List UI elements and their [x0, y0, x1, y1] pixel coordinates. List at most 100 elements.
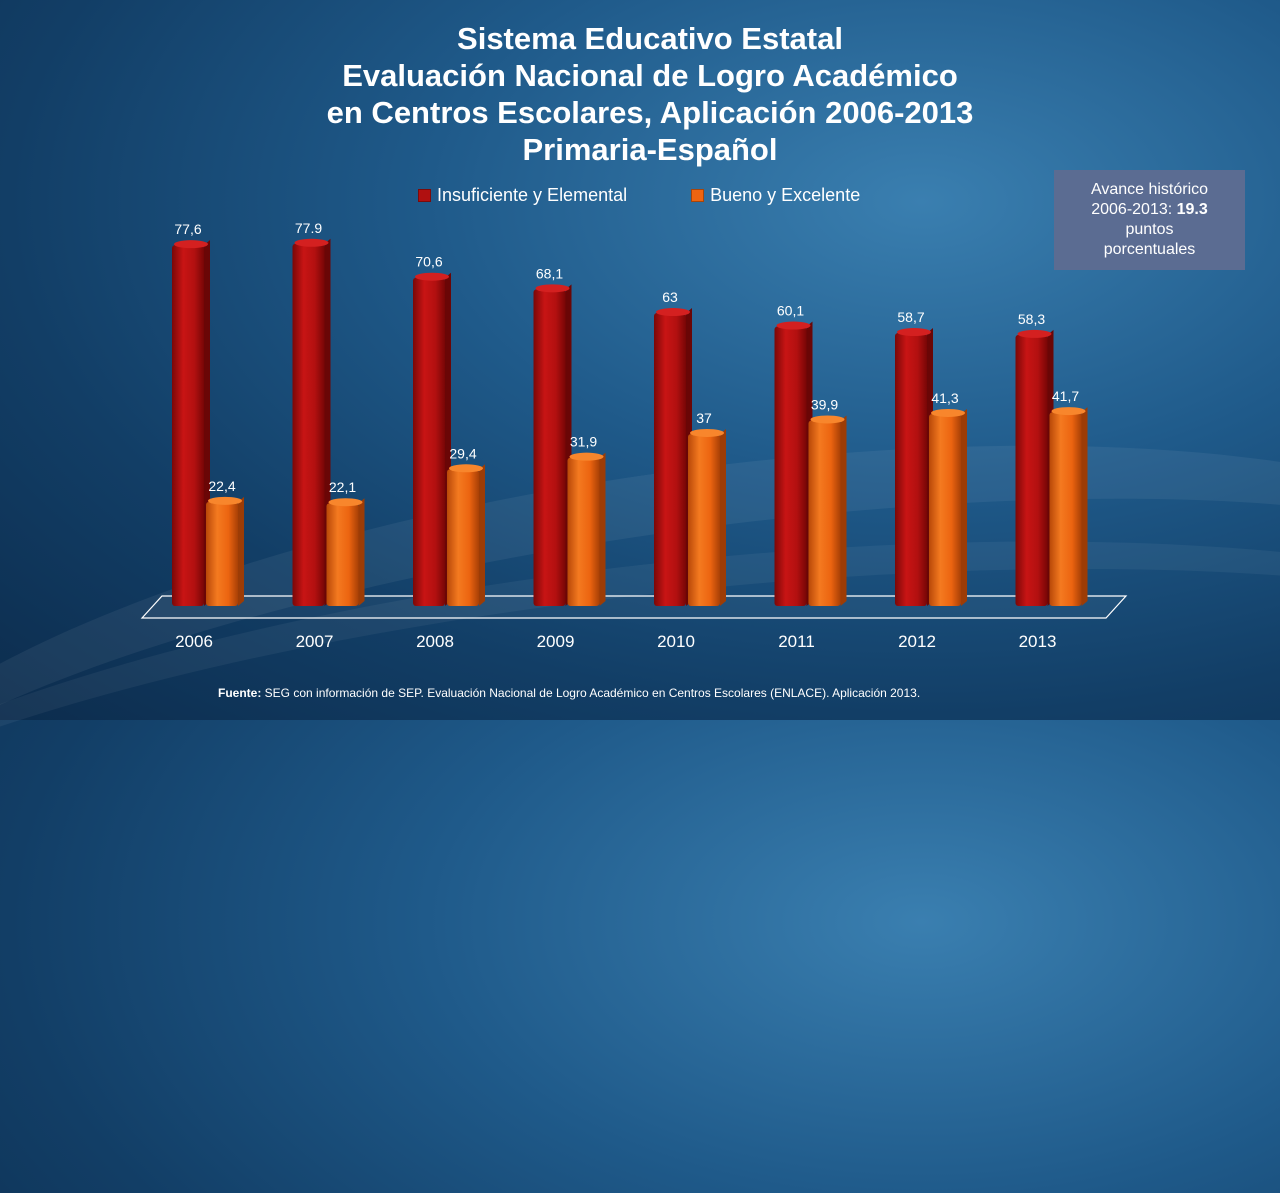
x-tick-label-2007: 2007 — [296, 632, 334, 651]
data-label-insuficiente-2012: 58,7 — [897, 309, 924, 325]
bar-face — [774, 326, 807, 606]
bar-top — [174, 240, 208, 249]
chart-floor — [140, 595, 1128, 619]
data-label-insuficiente-2008: 70,6 — [415, 254, 442, 270]
bar-top — [294, 238, 329, 247]
data-label-insuficiente-2010: 63 — [662, 289, 678, 305]
bar-bueno-2006 — [206, 496, 244, 606]
bar-top — [897, 328, 931, 337]
bar-face — [929, 413, 961, 606]
bar-top — [535, 284, 570, 293]
bar-side — [479, 464, 485, 606]
bar-side — [238, 496, 244, 606]
bar-insuficiente-2012 — [895, 328, 933, 606]
bar-bueno-2012 — [929, 408, 967, 606]
bar-face — [292, 243, 325, 606]
note-line-3: puntos — [1125, 221, 1174, 238]
note-line-2: 2006-2013: 19.3 — [1054, 200, 1245, 220]
bar-top — [208, 496, 242, 505]
bar-bueno-2013 — [1049, 407, 1088, 606]
legend-swatch-insuficiente — [418, 188, 431, 202]
title-line-4: Primaria-Español — [522, 132, 778, 167]
x-tick-label-2013: 2013 — [1019, 632, 1057, 651]
bar-top — [776, 321, 811, 330]
title-line-3: en Centros Escolares, Aplicación 2006-20… — [326, 95, 974, 130]
legend-label-bueno: Bueno y Excelente — [710, 184, 861, 205]
bar-insuficiente-2008 — [413, 272, 451, 606]
bar-face — [1015, 334, 1048, 606]
data-label-insuficiente-2006: 77,6 — [174, 221, 201, 237]
legend-swatch-bueno — [691, 188, 705, 202]
x-tick-label-2008: 2008 — [416, 632, 454, 651]
x-tick-label-2010: 2010 — [657, 632, 695, 651]
bar-face — [206, 501, 238, 606]
bar-face — [533, 289, 566, 606]
data-label-bueno-2006: 22,4 — [208, 478, 235, 494]
data-label-insuficiente-2013: 58,3 — [1018, 311, 1045, 327]
bar-side — [358, 498, 365, 606]
bar-side — [840, 415, 847, 606]
bar-insuficiente-2006 — [172, 240, 210, 606]
bar-top — [415, 272, 449, 281]
bar-bueno-2007 — [326, 498, 365, 606]
data-label-insuficiente-2011: 60,1 — [777, 303, 804, 319]
data-label-bueno-2013: 41,7 — [1052, 388, 1079, 404]
bar-insuficiente-2011 — [774, 321, 813, 606]
data-label-bueno-2009: 31,9 — [570, 434, 597, 450]
bar-top — [1017, 329, 1052, 338]
bar-bueno-2010 — [688, 428, 726, 606]
data-label-insuficiente-2009: 68,1 — [536, 265, 563, 281]
chart-title: Sistema Educativo Estatal Evaluación Nac… — [0, 20, 1280, 168]
note-line-2-prefix: 2006-2013: — [1091, 201, 1177, 218]
bar-top — [656, 308, 690, 317]
data-label-bueno-2010: 37 — [696, 410, 712, 426]
bar-face — [172, 245, 204, 606]
legend-item-bueno: Bueno y Excelente — [691, 185, 860, 206]
data-label-bueno-2008: 29,4 — [449, 445, 476, 461]
bar-insuficiente-2007 — [292, 238, 331, 606]
bar-top — [931, 408, 965, 417]
data-label-bueno-2011: 39,9 — [811, 396, 838, 412]
bar-bueno-2009 — [567, 452, 606, 606]
bar-insuficiente-2010 — [654, 308, 692, 606]
bar-top — [328, 498, 363, 507]
x-tick-label-2006: 2006 — [175, 632, 213, 651]
bar-face — [413, 277, 445, 606]
bar-top — [690, 428, 724, 437]
title-line-1: Sistema Educativo Estatal — [457, 21, 843, 56]
bar-face — [567, 457, 600, 606]
bar-face — [1049, 412, 1082, 606]
historical-progress-note: Avance histórico 2006-2013: 19.3 puntos … — [1054, 170, 1245, 270]
title-line-2: Evaluación Nacional de Logro Académico — [342, 58, 958, 93]
bar-side — [1081, 407, 1088, 606]
footer-label: Fuente: — [218, 686, 262, 700]
bar-top — [810, 415, 845, 424]
footer-text: SEG con información de SEP. Evaluación N… — [261, 686, 921, 700]
bar-insuficiente-2013 — [1015, 329, 1054, 606]
bar-top — [569, 452, 604, 461]
bar-top — [449, 464, 483, 473]
data-label-bueno-2007: 22,1 — [329, 479, 356, 495]
bar-face — [654, 313, 686, 606]
bar-insuficiente-2009 — [533, 284, 572, 606]
bar-face — [808, 420, 841, 606]
data-label-insuficiente-2007: 77.9 — [295, 220, 322, 236]
bar-face — [326, 503, 359, 606]
bar-bueno-2008 — [447, 464, 485, 606]
source-footer: Fuente: SEG con información de SEP. Eval… — [218, 686, 920, 700]
bar-face — [688, 433, 720, 606]
note-line-1: Avance histórico — [1090, 181, 1209, 198]
bar-face — [447, 469, 479, 606]
bar-side — [961, 408, 967, 606]
note-value: 19.3 — [1176, 201, 1208, 218]
bar-chart: 77,6 22,4 77.9 22,1 70,6 29,4 68,1 31,9 63 37 60,1… — [140, 220, 1128, 651]
bar-top — [1051, 407, 1086, 416]
legend-item-insuficiente: Insuficiente y Elemental — [418, 185, 627, 206]
chart-legend: Insuficiente y Elemental Bueno y Excelen… — [418, 184, 924, 206]
x-tick-label-2011: 2011 — [778, 632, 815, 651]
bar-side — [720, 428, 726, 606]
legend-label-insuficiente: Insuficiente y Elemental — [437, 184, 628, 205]
bar-bueno-2011 — [808, 415, 847, 606]
x-tick-label-2012: 2012 — [898, 632, 936, 651]
bar-side — [599, 452, 606, 606]
